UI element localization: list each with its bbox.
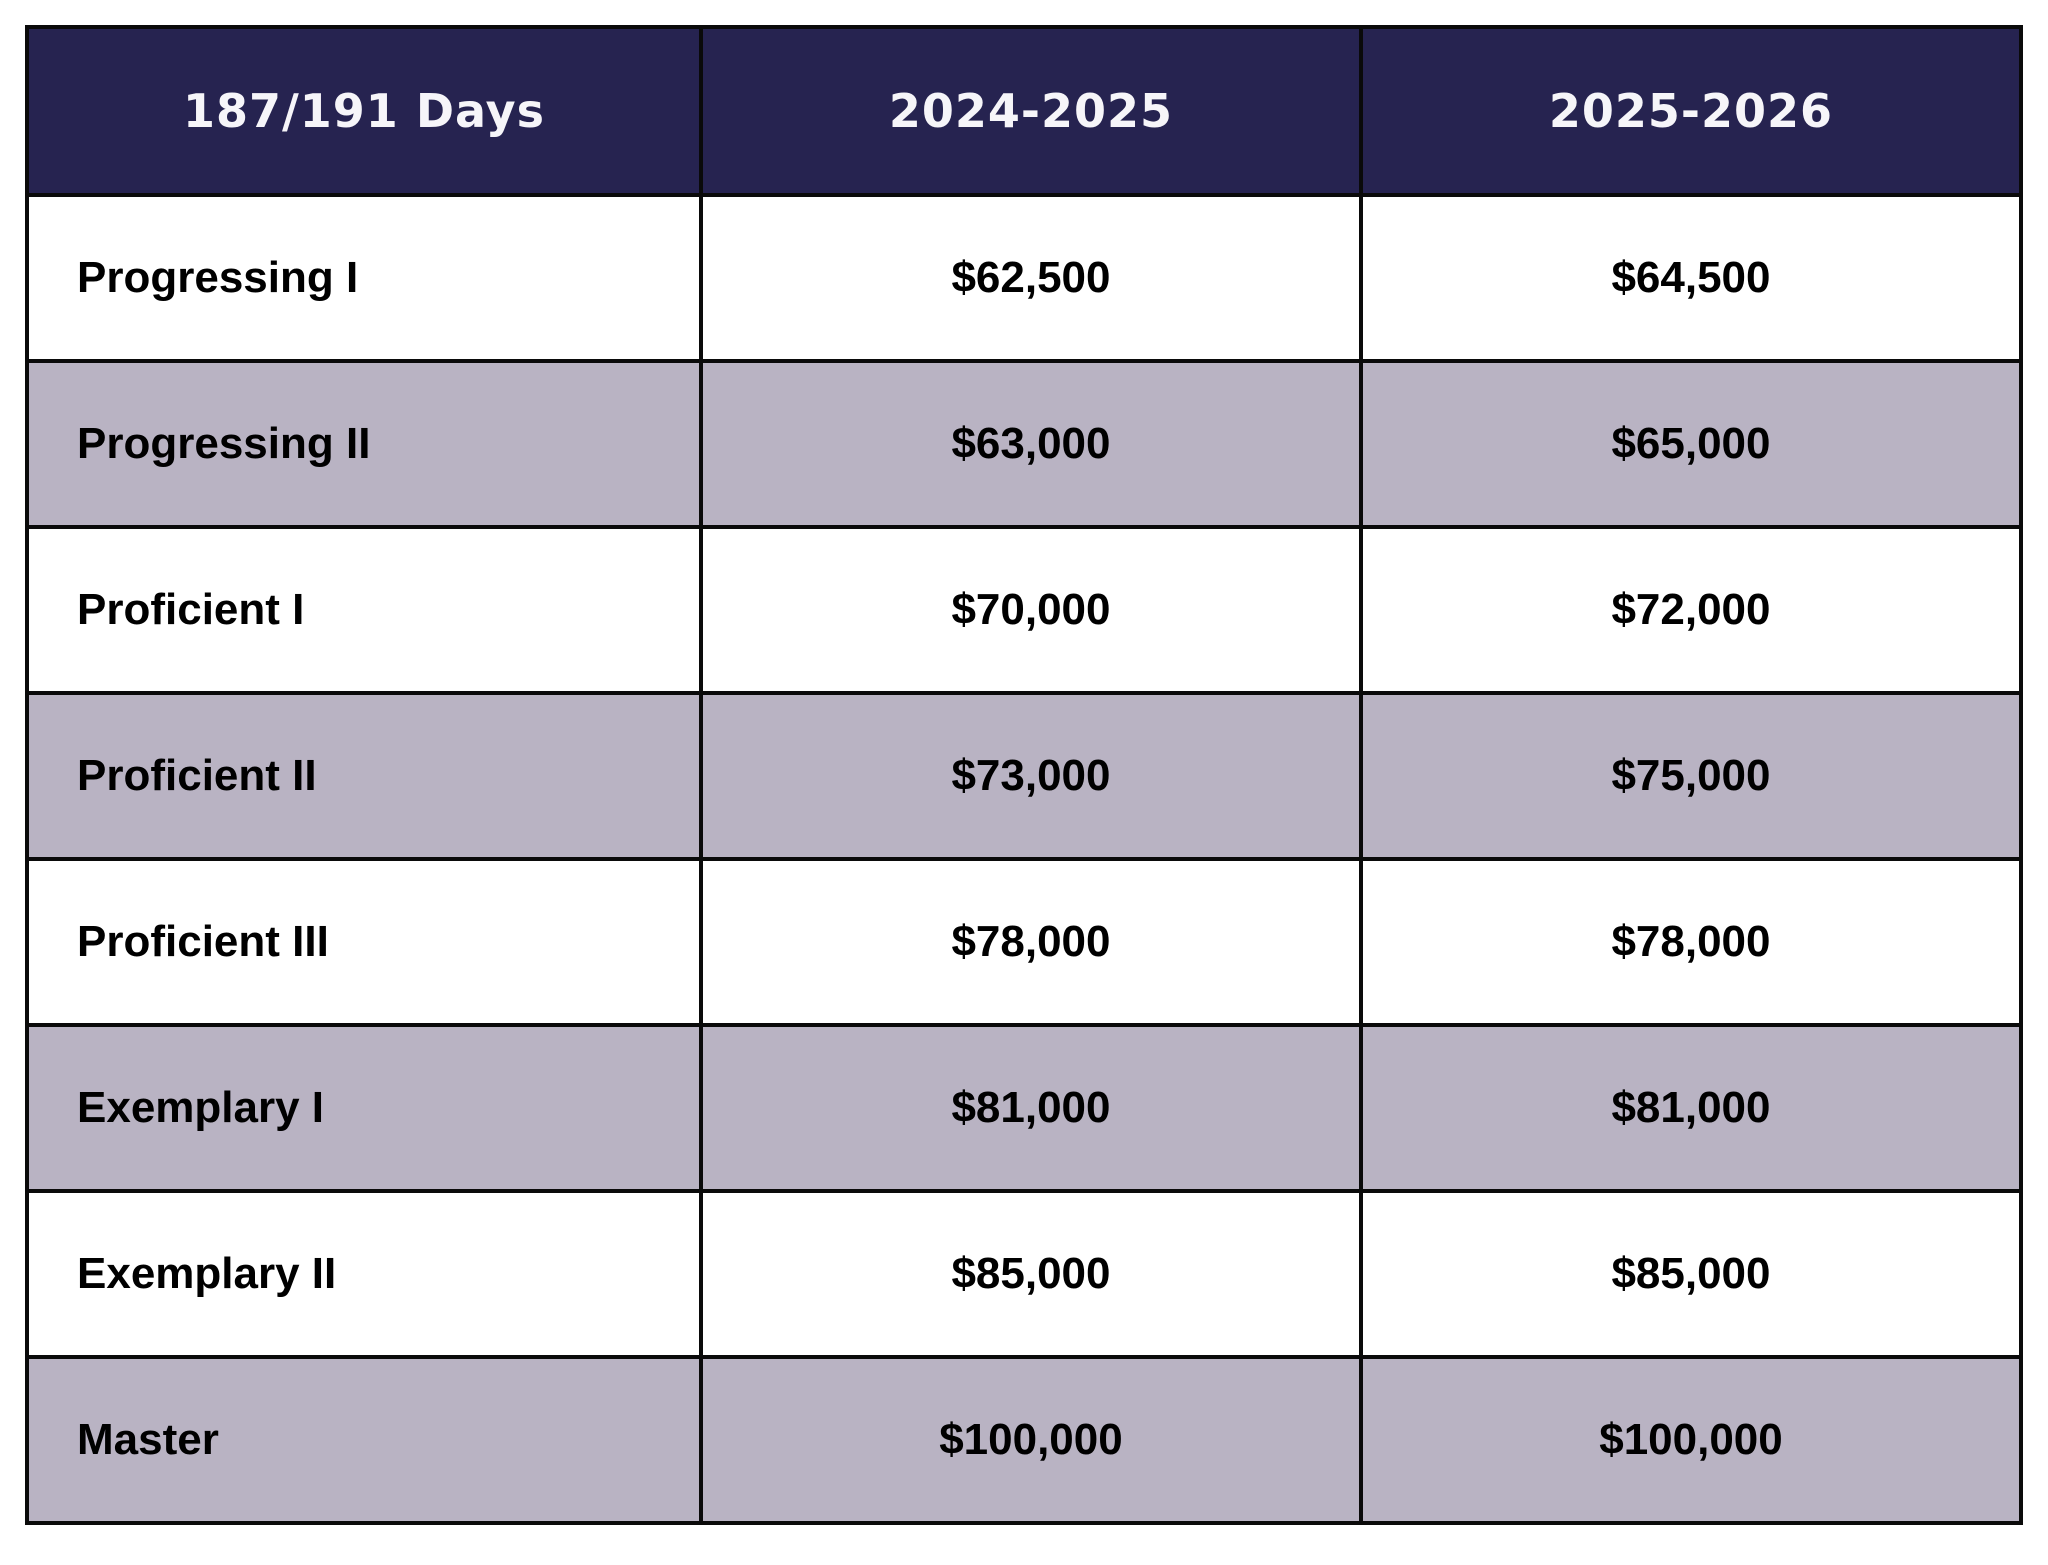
header-cell-2025-2026: 2025-2026: [1358, 25, 2024, 197]
table-cell: $75,000: [1358, 691, 2024, 861]
table-cell: $100,000: [1358, 1355, 2024, 1525]
salary-table-container: 187/191 Days 2024-2025 2025-2026 Progres…: [25, 25, 2024, 1525]
table-cell: $70,000: [698, 525, 1363, 695]
row-label: Proficient II: [25, 691, 703, 861]
row-label: Proficient III: [25, 857, 703, 1027]
table-cell: $72,000: [1358, 525, 2024, 695]
table-header-row: 187/191 Days 2024-2025 2025-2026: [25, 25, 2024, 197]
table-cell: $65,000: [1358, 359, 2024, 529]
table-cell: $62,500: [698, 193, 1363, 363]
table-row: Progressing I $62,500 $64,500: [25, 193, 2024, 363]
table-cell: $64,500: [1358, 193, 2024, 363]
row-label: Progressing I: [25, 193, 703, 363]
table-row: Exemplary I $81,000 $81,000: [25, 1023, 2024, 1193]
table-cell: $78,000: [1358, 857, 2024, 1027]
row-label: Exemplary II: [25, 1189, 703, 1359]
header-cell-days: 187/191 Days: [25, 25, 703, 197]
table-cell: $78,000: [698, 857, 1363, 1027]
row-label: Master: [25, 1355, 703, 1525]
table-row: Proficient I $70,000 $72,000: [25, 525, 2024, 695]
row-label: Progressing II: [25, 359, 703, 529]
table-cell: $63,000: [698, 359, 1363, 529]
header-cell-2024-2025: 2024-2025: [698, 25, 1363, 197]
salary-table: 187/191 Days 2024-2025 2025-2026 Progres…: [25, 25, 2024, 1525]
table-cell: $85,000: [1358, 1189, 2024, 1359]
row-label: Exemplary I: [25, 1023, 703, 1193]
table-row: Progressing II $63,000 $65,000: [25, 359, 2024, 529]
table-row: Master $100,000 $100,000: [25, 1355, 2024, 1525]
row-label: Proficient I: [25, 525, 703, 695]
table-cell: $85,000: [698, 1189, 1363, 1359]
table-cell: $81,000: [1358, 1023, 2024, 1193]
table-row: Exemplary II $85,000 $85,000: [25, 1189, 2024, 1359]
table-row: Proficient II $73,000 $75,000: [25, 691, 2024, 861]
table-cell: $81,000: [698, 1023, 1363, 1193]
table-cell: $100,000: [698, 1355, 1363, 1525]
table-row: Proficient III $78,000 $78,000: [25, 857, 2024, 1027]
table-cell: $73,000: [698, 691, 1363, 861]
